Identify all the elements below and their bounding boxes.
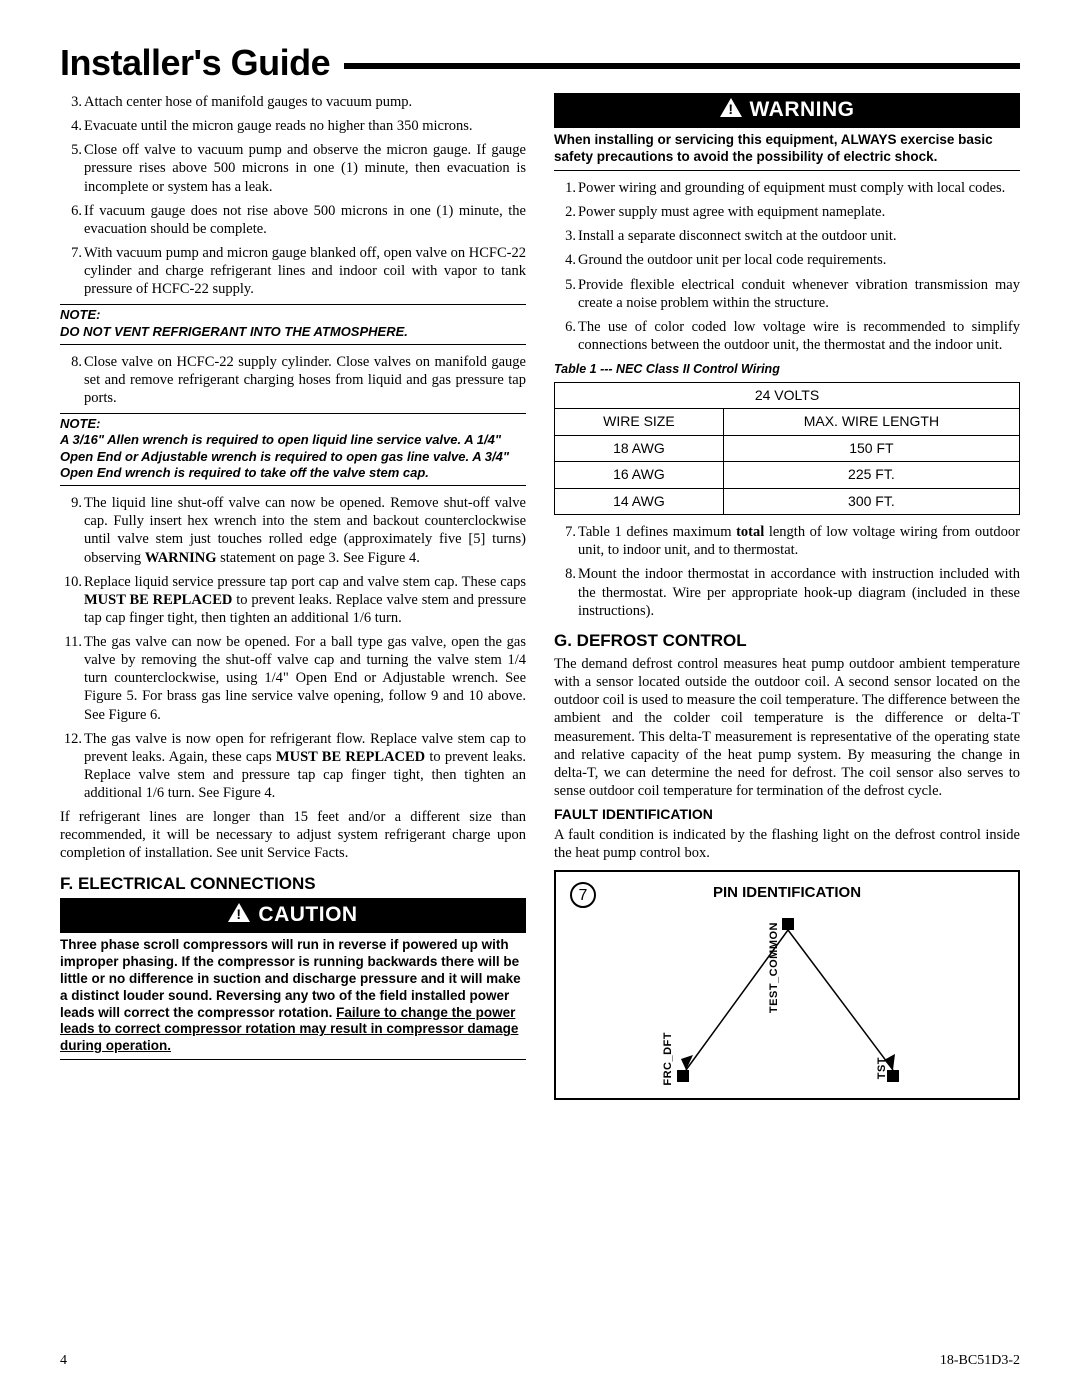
- pin-identification-diagram: 7 PIN IDENTIFICATION TEST_COMMON FRC_DFT…: [554, 870, 1020, 1100]
- table-row: 18 AWG150 FT: [555, 435, 1020, 462]
- warning-text: When installing or servicing this equipm…: [554, 132, 1020, 166]
- list-item: 11.The gas valve can now be opened. For …: [84, 633, 526, 724]
- list-item: 5.Close off valve to vacuum pump and obs…: [84, 141, 526, 195]
- list-item: 12.The gas valve is now open for refrige…: [84, 730, 526, 803]
- list-item: 4.Ground the outdoor unit per local code…: [578, 251, 1020, 269]
- table-cell: 300 FT.: [723, 488, 1019, 515]
- right-column: ! WARNING When installing or servicing t…: [554, 93, 1020, 1100]
- pin-label-common: TEST_COMMON: [768, 922, 782, 1013]
- note-text: DO NOT VENT REFRIGERANT INTO THE ATMOSPH…: [60, 324, 526, 340]
- rule: [60, 485, 526, 486]
- warning-label: WARNING: [750, 98, 855, 121]
- list-item: 6.The use of color coded low voltage wir…: [578, 318, 1020, 354]
- warning-triangle-icon: !: [720, 98, 742, 124]
- list-item: 5.Provide flexible electrical conduit wh…: [578, 276, 1020, 312]
- fault-para: A fault condition is indicated by the fl…: [554, 826, 1020, 862]
- table-cell: MAX. WIRE LENGTH: [723, 409, 1019, 436]
- svg-text:!: !: [237, 906, 242, 922]
- list-item: 7.With vacuum pump and micron gauge blan…: [84, 244, 526, 298]
- list-item: 8.Mount the indoor thermostat in accorda…: [578, 565, 1020, 619]
- trailing-para: If refrigerant lines are longer than 15 …: [60, 808, 526, 862]
- list-a: 3.Attach center hose of manifold gauges …: [60, 93, 526, 298]
- svg-text:!: !: [728, 101, 733, 117]
- list-c: 9.The liquid line shut-off valve can now…: [60, 494, 526, 802]
- table-row: 24 VOLTS: [555, 382, 1020, 409]
- warning-box: ! WARNING: [554, 93, 1020, 128]
- list-item: 3.Install a separate disconnect switch a…: [578, 227, 1020, 245]
- caution-label: CAUTION: [258, 903, 357, 926]
- table-row: 14 AWG300 FT.: [555, 488, 1020, 515]
- title-rule: [344, 63, 1020, 69]
- list-item: 4.Evacuate until the micron gauge reads …: [84, 117, 526, 135]
- nec-wiring-table: 24 VOLTS WIRE SIZE MAX. WIRE LENGTH 18 A…: [554, 382, 1020, 516]
- section-f-heading: F. ELECTRICAL CONNECTIONS: [60, 873, 526, 894]
- section-g-heading: G. DEFROST CONTROL: [554, 630, 1020, 651]
- page-footer: 4 18-BC51D3-2: [60, 1352, 1020, 1370]
- table-caption: Table 1 --- NEC Class II Control Wiring: [554, 362, 1020, 378]
- list-item: 7.Table 1 defines maximum total length o…: [578, 523, 1020, 559]
- table-cell: 16 AWG: [555, 462, 724, 489]
- rule: [60, 413, 526, 414]
- list-item: 3.Attach center hose of manifold gauges …: [84, 93, 526, 111]
- table-cell: WIRE SIZE: [555, 409, 724, 436]
- title-text: Installer's Guide: [60, 40, 330, 85]
- table-cell: 18 AWG: [555, 435, 724, 462]
- table-cell: 150 FT: [723, 435, 1019, 462]
- list-item: 6.If vacuum gauge does not rise above 50…: [84, 202, 526, 238]
- post-table-list: 7.Table 1 defines maximum total length o…: [554, 523, 1020, 620]
- note-label: NOTE:: [60, 307, 526, 323]
- fault-heading: FAULT IDENTIFICATION: [554, 806, 1020, 824]
- note-label: NOTE:: [60, 416, 526, 432]
- left-column: 3.Attach center hose of manifold gauges …: [60, 93, 526, 1100]
- table-header: 24 VOLTS: [555, 382, 1020, 409]
- page-title: Installer's Guide: [60, 40, 1020, 85]
- page-number: 4: [60, 1352, 67, 1370]
- list-item: 8.Close valve on HCFC-22 supply cylinder…: [84, 353, 526, 407]
- rule: [60, 344, 526, 345]
- caution-text: Three phase scroll compressors will run …: [60, 937, 526, 1055]
- warning-triangle-icon: !: [228, 903, 250, 929]
- rule: [554, 170, 1020, 171]
- list-b: 8.Close valve on HCFC-22 supply cylinder…: [60, 353, 526, 407]
- table-cell: 225 FT.: [723, 462, 1019, 489]
- defrost-para: The demand defrost control measures heat…: [554, 655, 1020, 800]
- pin-title: PIN IDENTIFICATION: [556, 884, 1018, 903]
- table-row: 16 AWG225 FT.: [555, 462, 1020, 489]
- two-column-layout: 3.Attach center hose of manifold gauges …: [60, 93, 1020, 1100]
- table-cell: 14 AWG: [555, 488, 724, 515]
- note-text: A 3/16" Allen wrench is required to open…: [60, 432, 526, 481]
- list-item: 10.Replace liquid service pressure tap p…: [84, 573, 526, 627]
- caution-box: ! CAUTION: [60, 898, 526, 933]
- table-row: WIRE SIZE MAX. WIRE LENGTH: [555, 409, 1020, 436]
- pin-label-tst: TST: [876, 1057, 890, 1079]
- rule: [60, 304, 526, 305]
- list-item: 1.Power wiring and grounding of equipmen…: [578, 179, 1020, 197]
- list-item: 9.The liquid line shut-off valve can now…: [84, 494, 526, 567]
- pin-label-frc: FRC_DFT: [662, 1032, 676, 1086]
- list-item: 2.Power supply must agree with equipment…: [578, 203, 1020, 221]
- rule: [60, 1059, 526, 1060]
- warning-list: 1.Power wiring and grounding of equipmen…: [554, 179, 1020, 354]
- doc-number: 18-BC51D3-2: [940, 1352, 1020, 1370]
